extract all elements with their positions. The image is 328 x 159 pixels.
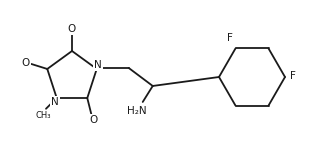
- Text: O: O: [22, 58, 30, 68]
- Text: F: F: [290, 71, 296, 81]
- Text: O: O: [68, 24, 76, 34]
- Text: N: N: [51, 97, 59, 107]
- Text: H₂N: H₂N: [127, 106, 147, 116]
- Text: CH₃: CH₃: [35, 111, 51, 120]
- Text: O: O: [89, 115, 97, 125]
- Text: F: F: [227, 33, 233, 43]
- Text: N: N: [94, 60, 102, 70]
